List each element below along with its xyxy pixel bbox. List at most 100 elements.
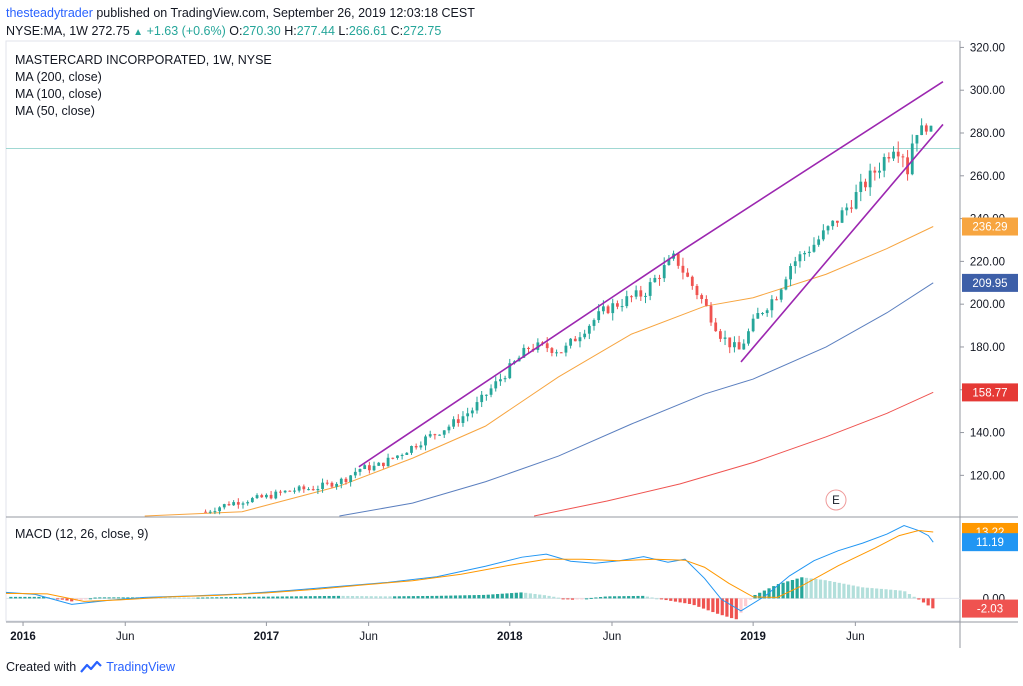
plot-frame <box>5 40 961 622</box>
candle-body <box>700 295 704 299</box>
candle-body <box>555 352 558 354</box>
candle-body <box>704 298 708 306</box>
candle-body <box>686 272 690 277</box>
ma-line-2 <box>534 391 934 517</box>
legend-ma100[interactable]: MA (100, close) <box>15 87 102 101</box>
legend-ma200[interactable]: MA (200, close) <box>15 70 102 84</box>
histogram-value: -2.03 <box>977 604 1003 616</box>
candle-body <box>929 125 933 132</box>
macd-histogram-bar <box>458 595 462 599</box>
ma-2-value: 158.77 <box>972 387 1007 399</box>
candle-body <box>339 478 343 484</box>
candle-body <box>550 348 554 353</box>
candle-body <box>887 157 891 159</box>
macd-histogram-bar <box>360 596 364 599</box>
macd-histogram-bar <box>70 598 74 602</box>
author-link[interactable]: thesteadytrader <box>6 6 93 20</box>
macd-histogram-bar <box>645 596 649 599</box>
macd-histogram-bar <box>580 598 584 600</box>
macd-histogram-bar <box>608 596 612 599</box>
macd-histogram-bar <box>744 598 748 607</box>
macd-histogram-bar <box>552 596 556 599</box>
macd-histogram-bar <box>500 593 504 599</box>
macd-histogram-bar <box>472 595 476 599</box>
candle-body <box>358 469 362 472</box>
macd-value: 11.19 <box>976 537 1004 549</box>
candle-body <box>461 416 465 423</box>
chart-header: thesteadytrader published on TradingView… <box>6 5 475 41</box>
time-tick-label: 2019 <box>740 631 766 643</box>
candle-body <box>873 170 877 173</box>
macd-histogram-bar <box>903 591 907 599</box>
candle-body <box>236 502 240 505</box>
signal-line <box>5 530 934 602</box>
histogram-tag <box>962 599 1018 618</box>
macd-histogram-bar <box>32 596 36 599</box>
macd-histogram-bar <box>561 598 565 600</box>
candle-body <box>859 181 863 193</box>
price-tick-label: 200.00 <box>970 299 1005 311</box>
macd-histogram-bar <box>758 592 762 599</box>
macd-histogram-bar <box>870 588 874 599</box>
macd-histogram-bar <box>51 597 55 599</box>
macd-histogram-bar <box>921 598 926 603</box>
candle-body <box>583 333 587 338</box>
macd-histogram-bar <box>257 596 261 599</box>
candle-body <box>634 290 638 297</box>
candle-body <box>559 352 563 354</box>
macd-histogram-bar <box>411 596 415 599</box>
candle-body <box>353 471 357 476</box>
candle-body <box>630 296 633 298</box>
footer-brand[interactable]: TradingView <box>106 660 175 674</box>
candle-body <box>817 239 821 245</box>
candle-body <box>499 379 502 382</box>
macd-histogram-bar <box>224 597 228 599</box>
macd-histogram-bar <box>23 596 27 599</box>
macd-histogram-bar <box>102 597 107 599</box>
price-tick-label: 120.00 <box>970 470 1005 482</box>
macd-histogram-bar <box>9 596 13 599</box>
macd-histogram-bar <box>93 597 97 599</box>
macd-histogram-bar <box>112 597 116 599</box>
macd-histogram-bar <box>486 594 490 599</box>
candle-body <box>414 446 418 448</box>
candle-body <box>915 135 919 144</box>
candle-body <box>447 426 451 431</box>
macd-histogram-bar <box>196 597 200 599</box>
macd-histogram-bar <box>711 598 715 613</box>
macd-histogram-bar <box>730 598 734 619</box>
macd-histogram-bar <box>477 595 481 599</box>
time-tick-label: Jun <box>603 631 622 643</box>
legend-ma50[interactable]: MA (50, close) <box>15 104 95 118</box>
candle-body <box>522 347 526 358</box>
candle-body <box>850 207 853 209</box>
candle-body <box>335 483 339 487</box>
macd-histogram-bar <box>814 579 818 599</box>
close-value: 272.75 <box>403 24 442 38</box>
macd-histogram-bar <box>692 598 696 606</box>
symbol-label[interactable]: NYSE:MA, 1W <box>6 24 88 38</box>
candle-body <box>489 388 493 395</box>
candle-body <box>714 322 718 332</box>
candle-body <box>733 342 736 348</box>
candle-body <box>718 331 722 339</box>
footer: Created with TradingView <box>6 660 175 674</box>
earnings-marker-icon[interactable] <box>825 489 847 511</box>
candle-body <box>545 343 549 349</box>
candle-body <box>653 277 657 283</box>
candle-body <box>274 491 278 499</box>
candle-body <box>246 502 250 504</box>
macd-histogram-bar <box>584 598 589 600</box>
price-change: +1.63 (+0.6%) <box>146 24 226 38</box>
high-label: H: <box>284 24 297 38</box>
candle-body <box>466 413 470 417</box>
macd-histogram-bar <box>285 596 289 599</box>
candle-body <box>527 347 530 350</box>
candle-body <box>789 266 792 280</box>
macd-legend[interactable]: MACD (12, 26, close, 9) <box>15 527 149 541</box>
candle-body <box>442 430 446 435</box>
macd-histogram-bar <box>444 595 448 599</box>
macd-histogram-bar <box>350 596 355 599</box>
candle-body <box>798 254 802 262</box>
